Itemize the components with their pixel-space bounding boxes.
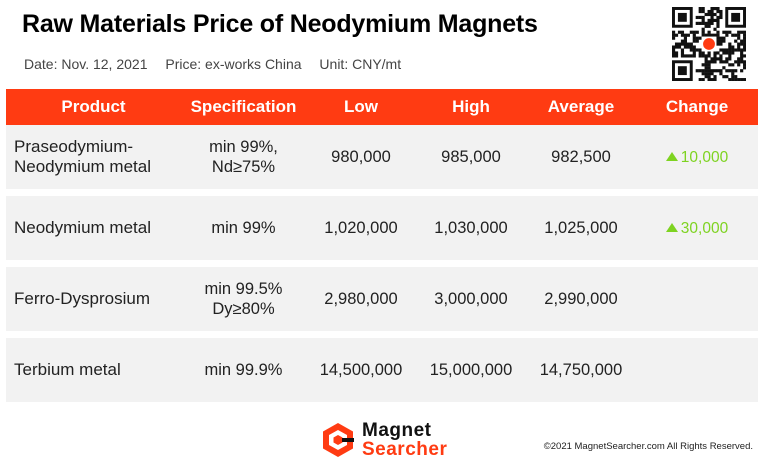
table-header-row: Product Specification Low High Average C… [6, 89, 758, 125]
magnet-searcher-logo-icon [323, 423, 354, 457]
cell-low: 2,980,000 [306, 267, 416, 331]
row-separator [6, 260, 758, 267]
row-separator [6, 189, 758, 196]
change-amount: 30,000 [680, 219, 729, 237]
cell-specification: min 99.5% Dy≥80% [181, 267, 306, 331]
price-basis-text: Price: ex-works China [165, 56, 302, 72]
qr-code-icon [672, 7, 746, 81]
row-separator-cell [6, 260, 758, 267]
cell-product-line: Neodymium metal [14, 157, 151, 176]
cell-average: 1,025,000 [526, 196, 636, 260]
row-separator-cell [6, 189, 758, 196]
cell-low: 1,020,000 [306, 196, 416, 260]
cell-specification: min 99% [181, 196, 306, 260]
table-row: Praseodymium- Neodymium metal min 99%, Nd≥7… [6, 125, 758, 189]
cell-change [636, 338, 758, 402]
price-table: Product Specification Low High Average C… [6, 89, 758, 402]
change-amount: 10,000 [680, 148, 729, 166]
cell-specification-line: min 99.5% [204, 280, 283, 298]
cell-specification-line: min 99%, [209, 138, 278, 156]
cell-product: Ferro-Dysprosium [6, 267, 181, 331]
column-header-specification: Specification [190, 97, 297, 116]
magnet-searcher-logo: Magnet Searcher [320, 420, 460, 464]
cell-high: 15,000,000 [416, 338, 526, 402]
cell-average: 14,750,000 [526, 338, 636, 402]
cell-average: 982,500 [526, 125, 636, 189]
logo-text-magnet: Magnet [362, 420, 432, 441]
page-title: Raw Materials Price of Neodymium Magnets [22, 10, 538, 38]
up-triangle-icon [665, 151, 678, 161]
cell-specification-line: min 99.9% [204, 361, 283, 379]
change-value: 30,000 [665, 219, 729, 237]
cell-average: 2,990,000 [526, 267, 636, 331]
column-header-change: Change [665, 97, 729, 116]
cell-product-line: Ferro-Dysprosium [14, 289, 151, 308]
cell-high: 1,030,000 [416, 196, 526, 260]
cell-product-line: Praseodymium- [14, 137, 134, 156]
cell-change [636, 267, 758, 331]
price-meta: Date: Nov. 12, 2021 Price: ex-works Chin… [24, 56, 415, 72]
date-text: Date: Nov. 12, 2021 [24, 56, 148, 72]
up-triangle-icon [665, 222, 678, 232]
cell-product-line: Terbium metal [14, 360, 121, 379]
table-row: Ferro-Dysprosium min 99.5% Dy≥80% 2,980,000… [6, 267, 758, 331]
change-value: 10,000 [665, 148, 729, 166]
cell-high: 3,000,000 [416, 267, 526, 331]
row-separator [6, 331, 758, 338]
row-separator-cell [6, 331, 758, 338]
cell-specification: min 99.9% [181, 338, 306, 402]
cell-specification: min 99%, Nd≥75% [181, 125, 306, 189]
cell-change: 10,000 [636, 125, 758, 189]
cell-product: Terbium metal [6, 338, 181, 402]
logo-text-searcher: Searcher [362, 439, 448, 460]
copyright-text: ©2021 MagnetSearcher.com All Rights Rese… [543, 441, 753, 452]
column-header-high: High [452, 97, 490, 116]
cell-change: 30,000 [636, 196, 758, 260]
cell-specification-line: min 99% [211, 219, 276, 237]
unit-text: Unit: CNY/mt [319, 56, 402, 72]
cell-low: 14,500,000 [306, 338, 416, 402]
cell-product-line: Neodymium metal [14, 218, 151, 237]
column-header-low: Low [344, 97, 378, 116]
column-header-product: Product [61, 97, 126, 116]
cell-specification-line: Dy≥80% [212, 300, 275, 318]
cell-low: 980,000 [306, 125, 416, 189]
table-row: Terbium metal min 99.9% 14,500,000 15,000,0… [6, 338, 758, 402]
table-row: Neodymium metal min 99% 1,020,000 1,030,000… [6, 196, 758, 260]
cell-specification-line: Nd≥75% [211, 158, 276, 176]
cell-product: Praseodymium- Neodymium metal [6, 125, 181, 189]
column-header-average: Average [547, 97, 615, 116]
cell-high: 985,000 [416, 125, 526, 189]
cell-product: Neodymium metal [6, 196, 181, 260]
